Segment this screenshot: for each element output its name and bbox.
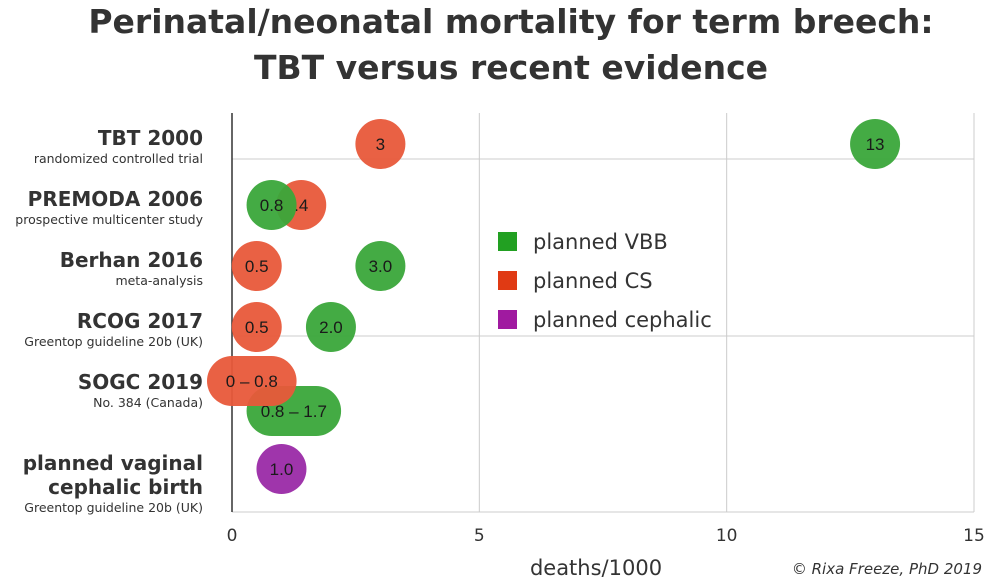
- chart-title-line-1: Perinatal/neonatal mortality for term br…: [88, 2, 933, 41]
- point-1-planned-vbb: [246, 180, 297, 230]
- point-5-planned-cephalic: [256, 444, 307, 494]
- point-label-1-planned-vbb: 0.8: [260, 196, 284, 215]
- category-name-3: RCOG 2017: [77, 309, 203, 333]
- category-name-0: TBT 2000: [98, 126, 203, 150]
- x-axis-label: deaths/1000: [530, 556, 662, 580]
- legend-label-2: planned cephalic: [533, 308, 712, 332]
- point-label-2-planned-vbb: 3.0: [369, 257, 393, 276]
- category-sub-0: randomized controlled trial: [34, 151, 203, 166]
- category-name-5-1: cephalic birth: [48, 475, 203, 499]
- point-label-0-planned-vbb: 13: [866, 135, 885, 154]
- legend-swatch-2: [498, 310, 517, 329]
- legend-swatch-1: [498, 271, 517, 290]
- point-label-3-planned-vbb: 2.0: [319, 318, 343, 337]
- range-label-4-planned-cs: 0 – 0.8: [226, 372, 278, 391]
- point-0-planned-vbb: [850, 119, 901, 169]
- category-name-1: PREMODA 2006: [28, 187, 203, 211]
- x-axis-ticks: 0 5 10 15: [227, 526, 985, 546]
- point-0-planned-cs: [355, 119, 406, 169]
- point-label-1-planned-cs: .4: [294, 196, 308, 215]
- point-2-planned-cs: [231, 241, 282, 291]
- category-name-5-0: planned vaginal: [23, 451, 203, 475]
- range-label-4-planned-vbb: 0.8 – 1.7: [261, 402, 327, 421]
- data-marks: 0.8 – 1.7 0 – 0.8 3 13 .4 0.8 0.5 3.0 0.5 2.0 1.0: [207, 119, 901, 494]
- point-label-2-planned-cs: 0.5: [245, 257, 269, 276]
- point-label-3-planned-cs: 0.5: [245, 318, 269, 337]
- category-sub-3: Greentop guideline 20b (UK): [24, 334, 203, 349]
- category-sub-1: prospective multicenter study: [15, 212, 203, 227]
- x-tick-label-0: 0: [227, 526, 238, 546]
- chart-title-line-2: TBT versus recent evidence: [254, 48, 768, 87]
- point-2-planned-vbb: [355, 241, 406, 291]
- point-label-5-planned-cephalic: 1.0: [270, 460, 294, 479]
- credit-text: © Rixa Freeze, PhD 2019: [792, 560, 982, 578]
- point-3-planned-cs: [231, 302, 282, 352]
- legend-label-1: planned CS: [533, 269, 653, 293]
- category-name-4: SOGC 2019: [78, 370, 203, 394]
- legend-label-0: planned VBB: [533, 230, 668, 254]
- point-label-0-planned-cs: 3: [376, 135, 385, 154]
- x-tick-label-1: 5: [474, 526, 485, 546]
- category-name-2: Berhan 2016: [60, 248, 203, 272]
- x-tick-label-3: 15: [963, 526, 985, 546]
- gridlines: [231, 113, 975, 513]
- legend-swatch-0: [498, 232, 517, 251]
- category-sub-4: No. 384 (Canada): [93, 395, 203, 410]
- legend: planned VBB planned CS planned cephalic: [498, 230, 712, 332]
- x-tick-label-2: 10: [716, 526, 738, 546]
- point-3-planned-vbb: [305, 302, 356, 352]
- category-sub-5: Greentop guideline 20b (UK): [24, 500, 203, 515]
- range-4-planned-cs: [207, 356, 297, 406]
- category-sub-2: meta-analysis: [115, 273, 203, 288]
